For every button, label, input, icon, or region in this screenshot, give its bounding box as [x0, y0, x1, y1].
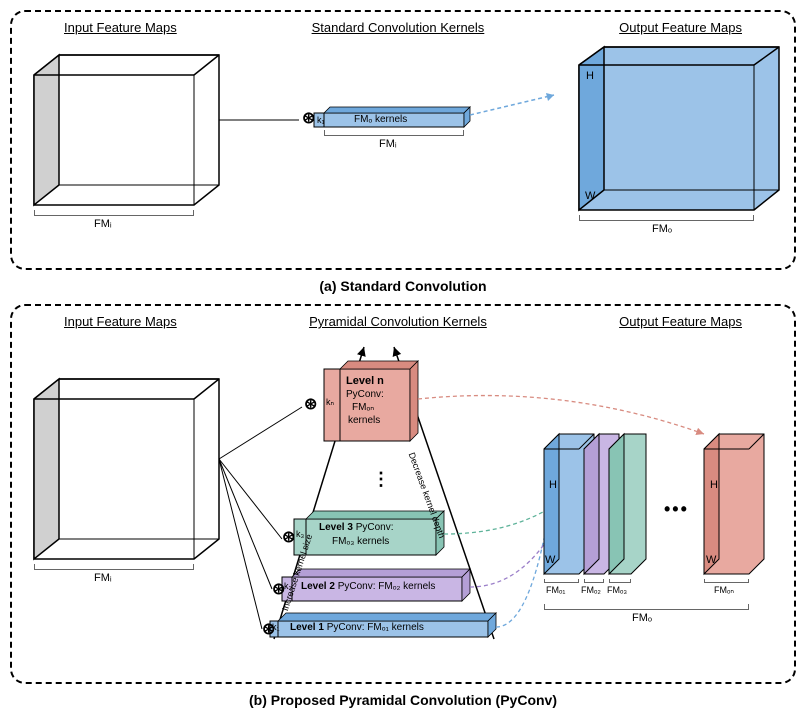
kernel-label-a: FMₒ kernels	[354, 114, 407, 125]
l3-line: Level 3 PyConv:	[319, 522, 394, 533]
brace-a-kernel	[324, 130, 464, 136]
out-H-b2: H	[710, 479, 718, 491]
out-W-b2: W	[706, 554, 716, 566]
brace-on-lbl: FMₒₙ	[714, 585, 734, 596]
conv-op-a: ⊛	[302, 108, 315, 128]
side-right-label: Decrease kernel depth	[407, 451, 447, 540]
kn: kₙ	[326, 397, 334, 408]
brace-b-input	[34, 564, 194, 570]
ln-title: Level n	[346, 375, 384, 387]
panel-b: Input Feature Maps Pyramidal Convolution…	[10, 304, 796, 684]
brace-o-all-lbl: FMₒ	[632, 612, 652, 624]
l1-line: Level 1 PyConv: FMₒ₁ kernels	[290, 622, 424, 633]
hdr-a-input: Input Feature Maps	[64, 20, 177, 35]
out-H-a: H	[586, 70, 594, 82]
out-dots: •••	[664, 499, 689, 520]
caption-b: (b) Proposed Pyramidal Convolution (PyCo…	[10, 692, 796, 708]
l3-sub2: FMₒ₃ kernels	[332, 536, 389, 547]
k1: k₁	[272, 622, 280, 632]
out-H-b1: H	[549, 479, 557, 491]
panel-b-headers: Input Feature Maps Pyramidal Convolution…	[24, 314, 782, 329]
brace-o3-lbl: FMₒ₃	[607, 585, 627, 595]
hdr-b-kernels: Pyramidal Convolution Kernels	[309, 314, 487, 329]
brace-o-all	[544, 604, 749, 610]
hdr-b-output: Output Feature Maps	[619, 314, 742, 329]
brace-o1-lbl: FMₒ₁	[546, 585, 565, 595]
brace-b-input-lbl: FMᵢ	[94, 572, 112, 584]
hdr-a-kernels: Standard Convolution Kernels	[312, 20, 485, 35]
kernel-k1-a: k₁	[317, 115, 325, 125]
brace-o2-lbl: FMₒ₂	[581, 585, 601, 595]
hdr-a-output: Output Feature Maps	[619, 20, 742, 35]
brace-o1	[544, 579, 579, 583]
brace-a-output-lbl: FMₒ	[652, 223, 672, 235]
l2-line: Level 2 PyConv: FMₒ₂ kernels	[301, 581, 435, 592]
brace-o3	[609, 579, 631, 583]
brace-a-output	[579, 215, 754, 221]
out-W-b1: W	[545, 554, 555, 566]
brace-a-input-lbl: FMᵢ	[94, 218, 112, 230]
ln-sub: PyConv:	[346, 389, 384, 400]
panel-a-content: ⊛ k₁ FMₒ kernels FMᵢ FMᵢ FMₒ H W	[24, 35, 782, 245]
hdr-b-input: Input Feature Maps	[64, 314, 177, 329]
conv-op-b-3: ⊛	[282, 527, 295, 547]
out-W-a: W	[585, 190, 595, 202]
brace-o2	[584, 579, 604, 583]
conv-op-b-n: ⊛	[304, 394, 317, 414]
caption-a: (a) Standard Convolution	[10, 278, 796, 294]
ln-sub3: kernels	[348, 415, 380, 426]
brace-a-kernel-lbl: FMᵢ	[379, 138, 397, 150]
panel-a: Input Feature Maps Standard Convolution …	[10, 10, 796, 270]
panel-a-headers: Input Feature Maps Standard Convolution …	[24, 20, 782, 35]
panel-b-content: ⊛ ⊛ ⊛ ⊛ FMᵢ kₙ Level n PyConv: FMₒₙ kern…	[24, 329, 782, 659]
pyramid-dots: ⋮	[372, 469, 390, 490]
ln-sub2: FMₒₙ	[352, 402, 374, 413]
brace-on	[704, 579, 749, 583]
brace-a-input	[34, 210, 194, 216]
